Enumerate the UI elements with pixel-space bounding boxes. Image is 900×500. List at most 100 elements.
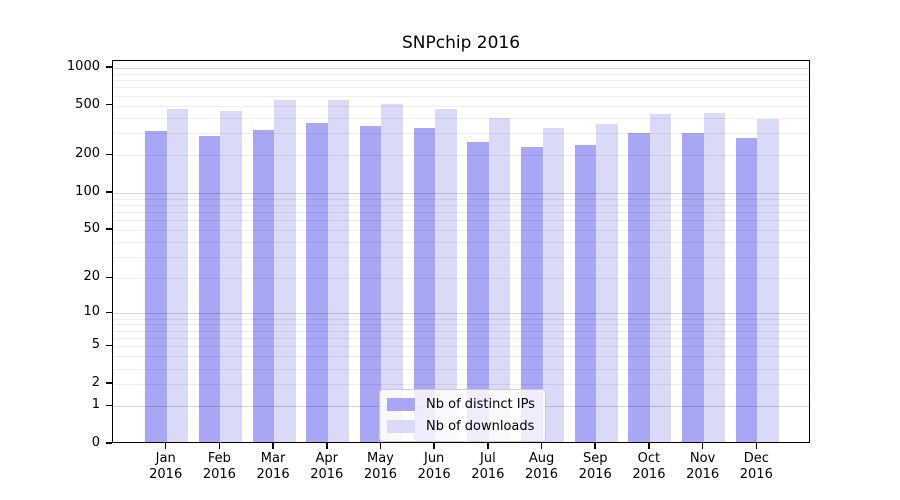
bar-feb-series1 bbox=[198, 136, 221, 443]
x-tick-label-month: Aug bbox=[528, 451, 555, 466]
bar-dec-series1 bbox=[735, 137, 758, 443]
x-tick-label-may: May 2016 bbox=[350, 451, 410, 483]
gridline-3 bbox=[113, 368, 809, 370]
y-tick-500 bbox=[106, 103, 112, 106]
x-tick-label-month: Jun bbox=[423, 451, 445, 466]
bar-jun-series2 bbox=[435, 109, 457, 443]
x-tick-label-apr: Apr 2016 bbox=[297, 451, 357, 483]
x-tick-label-year: 2016 bbox=[363, 467, 397, 482]
bar-oct-series1 bbox=[628, 132, 650, 443]
x-tick-label-month: Jan bbox=[155, 451, 176, 466]
x-tick-label-jul: Jul 2016 bbox=[458, 451, 518, 483]
y-tick-100 bbox=[106, 191, 112, 193]
bar-jul-series2 bbox=[488, 117, 511, 443]
gridline-10 bbox=[113, 313, 809, 315]
bar-apr-series2 bbox=[327, 99, 350, 443]
y-tick-2 bbox=[106, 382, 112, 384]
gridline-90 bbox=[113, 198, 809, 200]
y-tick-5 bbox=[106, 344, 112, 347]
x-tick-dec bbox=[755, 443, 758, 449]
x-tick-oct bbox=[648, 443, 650, 449]
bar-nov-series1 bbox=[682, 132, 704, 443]
bar-aug-series1 bbox=[521, 146, 543, 443]
y-tick-label-10: 10 bbox=[83, 304, 100, 320]
y-tick-label-500: 500 bbox=[75, 96, 100, 112]
y-tick-label-1000: 1000 bbox=[66, 59, 100, 74]
bar-nov-series2 bbox=[703, 113, 726, 443]
x-tick-mar bbox=[272, 443, 274, 449]
y-tick-50 bbox=[106, 228, 112, 230]
x-tick-label-oct: Oct 2016 bbox=[619, 451, 679, 483]
gridline-7 bbox=[113, 330, 809, 332]
x-tick-label-mar: Mar 2016 bbox=[243, 451, 303, 483]
y-tick-label-20: 20 bbox=[83, 269, 100, 285]
y-tick-200 bbox=[106, 153, 112, 156]
gridline-80 bbox=[113, 204, 809, 206]
bar-jul-series1 bbox=[467, 141, 489, 443]
x-tick-label-year: 2016 bbox=[524, 467, 559, 482]
x-tick-label-year: 2016 bbox=[578, 467, 612, 482]
y-tick-1 bbox=[106, 404, 112, 407]
bar-mar-series2 bbox=[274, 100, 296, 443]
x-tick-feb bbox=[218, 443, 221, 449]
x-tick-jun bbox=[433, 443, 435, 449]
x-tick-apr bbox=[326, 443, 328, 449]
x-tick-label-jan: Jan 2016 bbox=[136, 451, 196, 483]
gridline-300 bbox=[113, 133, 809, 135]
gridline-100 bbox=[113, 192, 809, 194]
gridline-6 bbox=[113, 338, 809, 340]
x-tick-label-aug: Aug 2016 bbox=[512, 451, 572, 483]
bar-jun-series1 bbox=[413, 127, 436, 443]
y-tick-1000 bbox=[106, 66, 112, 68]
gridline-1000 bbox=[113, 68, 809, 69]
bar-mar-series1 bbox=[252, 129, 275, 443]
x-tick-label-year: 2016 bbox=[739, 467, 773, 482]
legend-swatch-icon bbox=[387, 398, 415, 411]
bar-sep-series2 bbox=[596, 123, 618, 443]
gridline-70 bbox=[113, 212, 809, 213]
bar-jan-series2 bbox=[166, 109, 189, 443]
legend-row-1: Nb of distinct IPs bbox=[387, 397, 535, 412]
x-tick-jan bbox=[164, 443, 167, 449]
x-tick-sep bbox=[594, 443, 596, 449]
y-tick-10 bbox=[106, 311, 112, 314]
gridline-400 bbox=[113, 117, 809, 119]
x-tick-label-jun: Jun 2016 bbox=[404, 451, 464, 483]
bar-apr-series1 bbox=[306, 122, 328, 443]
legend-swatch-icon bbox=[387, 420, 415, 433]
gridline-900 bbox=[113, 73, 809, 75]
plot-area: Nb of distinct IPs Nb of downloads bbox=[112, 60, 810, 443]
x-tick-label-feb: Feb 2016 bbox=[189, 451, 249, 483]
x-tick-label-month: Sep bbox=[582, 451, 608, 466]
x-tick-label-month: Apr bbox=[315, 451, 339, 466]
x-tick-label-nov: Nov 2016 bbox=[673, 451, 733, 483]
gridline-50 bbox=[113, 230, 809, 231]
gridline-700 bbox=[113, 87, 809, 89]
gridline-500 bbox=[113, 105, 809, 107]
x-tick-label-year: 2016 bbox=[417, 467, 451, 482]
gridline-600 bbox=[113, 95, 809, 97]
x-tick-label-year: 2016 bbox=[686, 467, 720, 482]
gridline-200 bbox=[113, 155, 809, 157]
gridline-60 bbox=[113, 220, 809, 222]
gridline-2 bbox=[113, 384, 809, 386]
x-tick-label-year: 2016 bbox=[632, 467, 666, 482]
x-tick-label-year: 2016 bbox=[202, 467, 236, 482]
y-tick-0 bbox=[106, 442, 112, 444]
bar-may-series1 bbox=[359, 125, 382, 443]
x-tick-nov bbox=[701, 443, 704, 449]
x-tick-label-sep: Sep 2016 bbox=[565, 451, 625, 483]
x-tick-label-dec: Dec 2016 bbox=[726, 451, 786, 483]
x-tick-label-year: 2016 bbox=[471, 467, 505, 482]
x-tick-aug bbox=[540, 443, 543, 449]
gridline-40 bbox=[113, 241, 809, 243]
chart-title: SNPchip 2016 bbox=[401, 33, 521, 53]
x-tick-label-month: Mar bbox=[260, 451, 286, 466]
gridline-4 bbox=[113, 356, 809, 358]
x-tick-label-year: 2016 bbox=[149, 467, 183, 482]
gridline-5 bbox=[113, 346, 809, 348]
bar-sep-series1 bbox=[574, 145, 597, 443]
bar-jan-series1 bbox=[145, 130, 167, 443]
bar-aug-series2 bbox=[542, 127, 565, 443]
